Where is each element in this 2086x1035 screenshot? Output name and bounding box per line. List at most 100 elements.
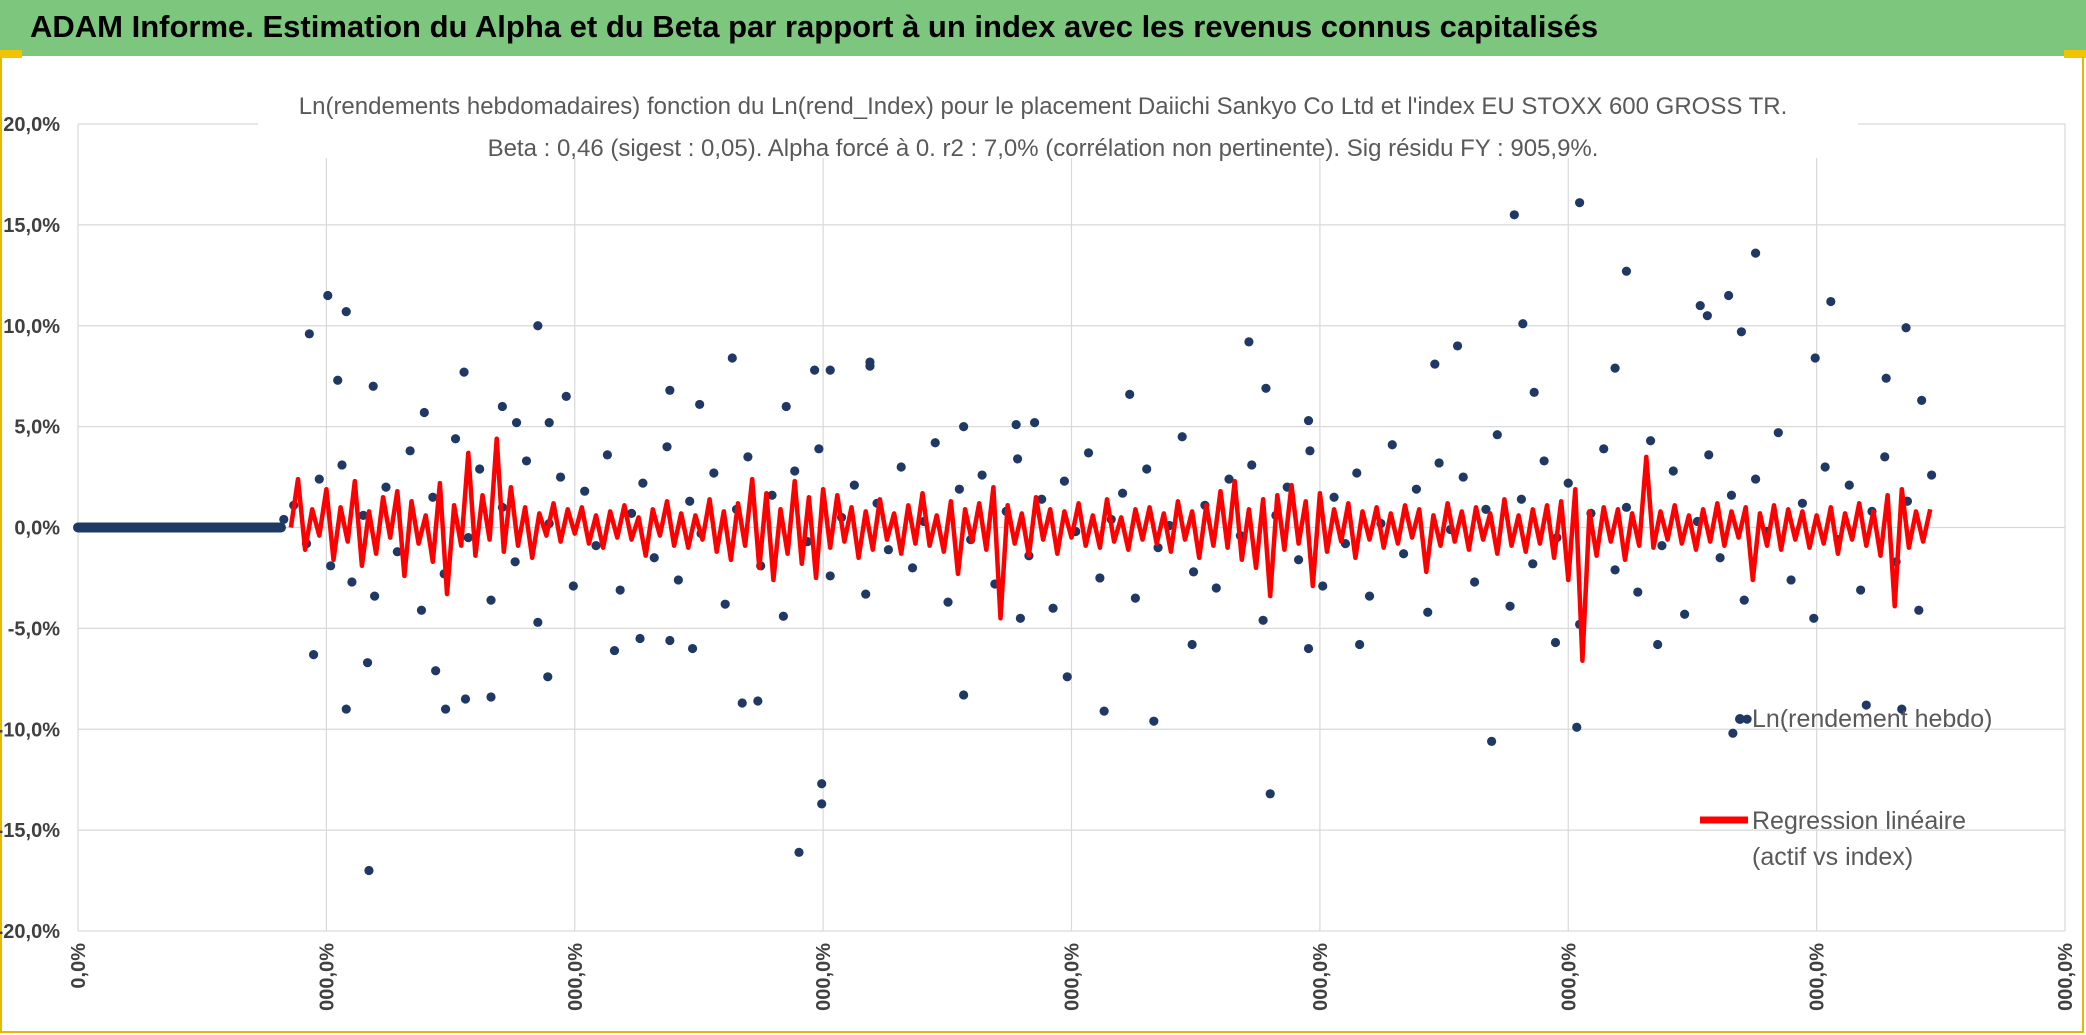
scatter-point — [1645, 436, 1656, 446]
scatter-point — [1364, 591, 1375, 601]
scatter-point — [1550, 637, 1561, 648]
scatter-point — [511, 417, 522, 428]
scatter-point — [720, 599, 730, 609]
scatter-point — [665, 635, 675, 646]
scatter-point — [743, 452, 753, 462]
scatter-point — [1095, 573, 1105, 583]
axis-tick-labels: 20,0% 15,0% 10,0% 5,0% 0,0% -5,0% -10,0% -15,0%… — [0, 114, 2077, 1011]
scatter-point — [1668, 466, 1678, 476]
x-tick-label: 000,0% — [1807, 943, 1829, 1011]
scatter-point — [1265, 789, 1275, 799]
scatter-point — [370, 591, 380, 601]
scatter-point — [685, 496, 695, 506]
report-title: ADAM Informe. Estimation du Alpha et du … — [30, 9, 1599, 44]
scatter-point — [1244, 337, 1254, 347]
scatter-point — [695, 399, 705, 410]
scatter-point — [1224, 474, 1234, 484]
x-tick-label: 000,0% — [1062, 943, 1084, 1011]
scatter-point — [849, 480, 859, 490]
scatter-point — [333, 375, 343, 385]
scatter-point — [1917, 395, 1927, 405]
y-tick-label: 20,0% — [3, 114, 60, 136]
scatter-point — [1897, 704, 1907, 714]
scatter-point — [1518, 319, 1528, 329]
scatter-point — [341, 307, 351, 317]
scatter-point — [1142, 464, 1152, 474]
scatter-point — [1797, 498, 1808, 508]
y-tick-label: -10,0% — [0, 719, 60, 741]
scatter-point — [279, 514, 289, 525]
scatter-point — [1293, 555, 1304, 565]
scatter-point — [635, 633, 645, 644]
scatter-point — [1130, 593, 1140, 603]
scatter-point — [1599, 444, 1609, 454]
scatter-point — [1926, 470, 1937, 480]
scatter-point — [930, 438, 940, 448]
scatter-point — [1575, 198, 1585, 208]
scatter-point — [568, 581, 578, 591]
scatter-point — [486, 692, 496, 702]
scatter-point — [1258, 615, 1268, 625]
scatter-point — [1458, 472, 1468, 482]
scatter-point — [1856, 585, 1866, 595]
scatter-point — [1048, 603, 1058, 613]
scatter-point — [1015, 613, 1026, 623]
scatter-point — [475, 464, 485, 474]
scatter-point — [309, 650, 319, 660]
scatter-point — [1099, 706, 1109, 716]
scatter-point — [1188, 567, 1199, 577]
x-tick-label: 000,0% — [1558, 943, 1580, 1011]
scatter-point — [1399, 549, 1409, 559]
scatter-point — [304, 329, 314, 339]
scatter-point — [737, 698, 747, 708]
scatter-point — [1715, 553, 1725, 563]
scatter-point — [615, 585, 625, 595]
scatter-point — [543, 672, 553, 682]
scatter-point — [1742, 714, 1752, 724]
scatter-point — [1303, 643, 1314, 654]
scatter-point — [1702, 311, 1712, 321]
chart-subtitle: Beta : 0,46 (sigest : 0,05). Alpha forcé… — [488, 135, 1599, 162]
x-tick-label: 000,0% — [813, 943, 835, 1011]
x-tick-label: 0,0% — [68, 943, 90, 989]
scatter-point — [602, 450, 612, 460]
scatter-point — [1303, 415, 1314, 426]
scatter-point — [817, 779, 827, 789]
scatter-point — [794, 847, 804, 857]
chart-title: Ln(rendements hebdomadaires) fonction du… — [299, 93, 1788, 120]
scatter-point — [1187, 639, 1197, 650]
x-tick-label: 000,0% — [2055, 943, 2077, 1011]
scatter-point — [1492, 430, 1502, 440]
scatter-point — [810, 365, 820, 375]
scatter-point — [1083, 448, 1094, 458]
scatter-point — [1423, 607, 1433, 617]
scatter-point — [1509, 210, 1519, 220]
scatter-point — [1011, 420, 1021, 430]
scatter-point — [1610, 363, 1620, 373]
scatter-point — [673, 575, 683, 585]
scatter-point — [626, 508, 637, 518]
scatter-point — [907, 563, 918, 573]
scatter-point — [1736, 327, 1747, 337]
scatter-point — [459, 367, 469, 377]
scatter-point — [521, 456, 532, 466]
scatter-point — [814, 444, 824, 454]
scatter-point — [1728, 728, 1738, 738]
scatter-point — [416, 605, 427, 615]
scatter-point — [1881, 373, 1891, 383]
scatter-point — [486, 595, 496, 605]
scatter-point — [555, 472, 566, 482]
y-tick-label: -15,0% — [0, 820, 60, 842]
scatter-point — [1773, 428, 1783, 438]
regression-line — [288, 436, 1933, 663]
scatter-point — [358, 510, 368, 520]
scatter-point — [392, 547, 402, 557]
y-tick-label: -5,0% — [8, 618, 60, 640]
scatter-point — [817, 799, 827, 809]
scatter-point — [1012, 454, 1023, 464]
scatter-point — [1029, 417, 1040, 428]
scatter-point — [1481, 504, 1491, 514]
scatter-point — [649, 553, 659, 563]
scatter-point — [561, 391, 571, 401]
scatter-point — [954, 484, 964, 494]
